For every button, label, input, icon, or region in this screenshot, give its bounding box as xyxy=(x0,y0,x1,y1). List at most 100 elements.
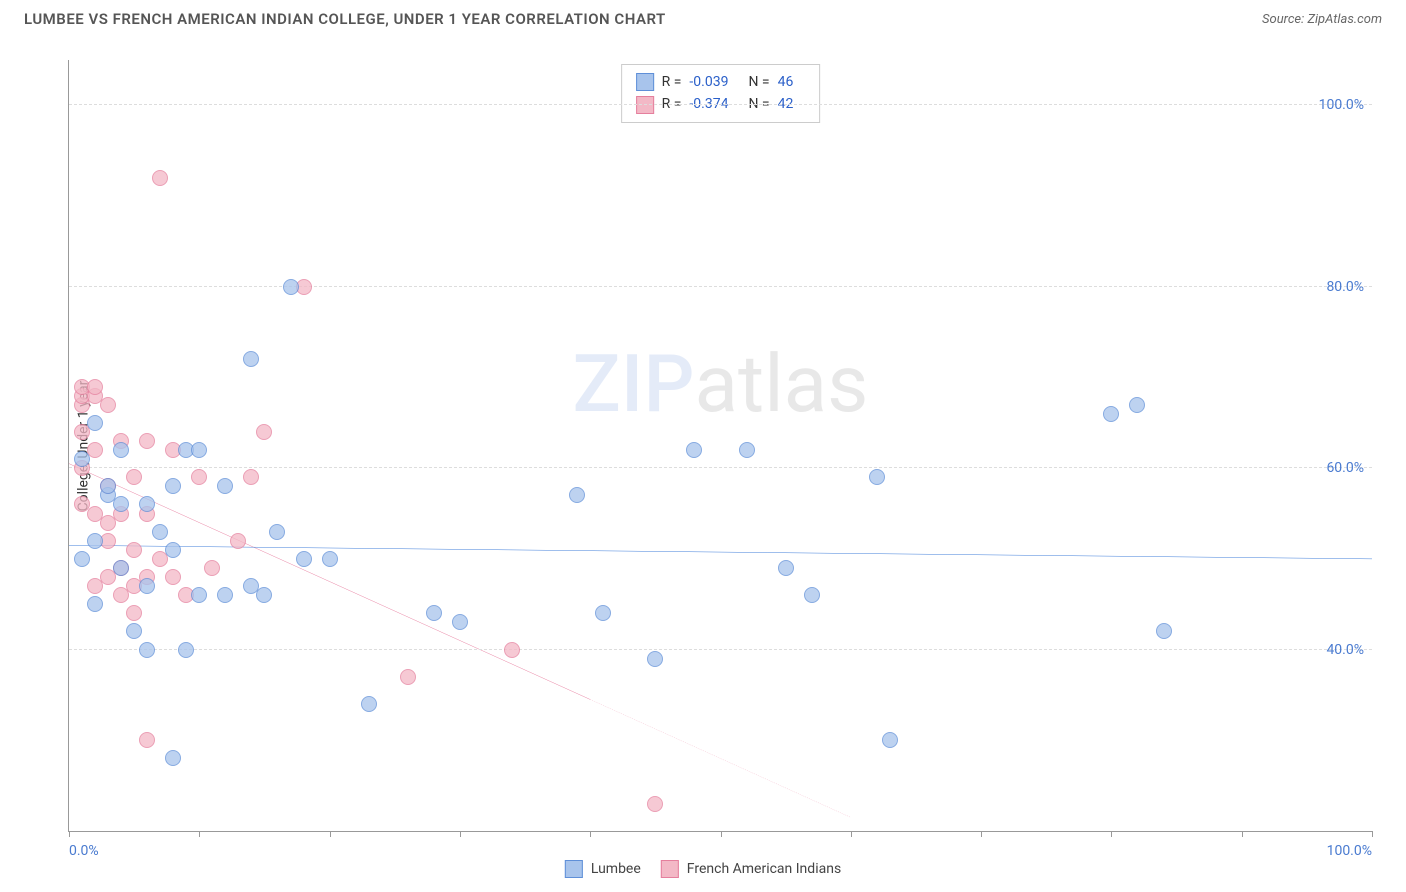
legend-item-0: Lumbee xyxy=(565,860,641,878)
scatter-point xyxy=(100,397,116,413)
scatter-point xyxy=(1156,623,1172,639)
scatter-point xyxy=(869,469,885,485)
scatter-point xyxy=(686,442,702,458)
scatter-point xyxy=(126,623,142,639)
scatter-point xyxy=(178,642,194,658)
trend-line xyxy=(590,699,851,817)
scatter-point xyxy=(165,478,181,494)
scatter-point xyxy=(452,614,468,630)
x-tick xyxy=(460,831,461,837)
scatter-point xyxy=(204,560,220,576)
stats-r-label-0: R = xyxy=(662,71,682,93)
scatter-point xyxy=(269,524,285,540)
bottom-legend: Lumbee French American Indians xyxy=(565,860,841,878)
stats-legend: R = -0.039 N = 46 R = -0.374 N = 42 xyxy=(621,64,821,123)
x-tick xyxy=(851,831,852,837)
scatter-point xyxy=(283,279,299,295)
x-axis-min-label: 0.0% xyxy=(69,843,99,859)
scatter-point xyxy=(569,487,585,503)
scatter-point xyxy=(1103,406,1119,422)
scatter-point xyxy=(126,605,142,621)
y-tick-label: 80.0% xyxy=(1326,279,1364,295)
y-tick-label: 60.0% xyxy=(1326,460,1364,476)
scatter-point xyxy=(191,469,207,485)
trend-line xyxy=(69,545,1372,559)
chart-title: LUMBEE VS FRENCH AMERICAN INDIAN COLLEGE… xyxy=(24,10,666,28)
y-tick-label: 100.0% xyxy=(1319,97,1364,113)
x-axis-max-label: 100.0% xyxy=(1327,843,1372,859)
scatter-point xyxy=(256,587,272,603)
trend-lines xyxy=(69,60,1372,831)
scatter-point xyxy=(113,560,129,576)
scatter-point xyxy=(739,442,755,458)
x-tick xyxy=(1111,831,1112,837)
gridline xyxy=(69,649,1372,650)
watermark: ZIPatlas xyxy=(573,337,869,431)
scatter-point xyxy=(243,469,259,485)
legend-label-0: Lumbee xyxy=(591,861,641,877)
scatter-point xyxy=(87,379,103,395)
scatter-point xyxy=(243,351,259,367)
stats-n-value-0: 46 xyxy=(778,71,794,93)
x-tick xyxy=(721,831,722,837)
legend-swatch-0 xyxy=(565,860,583,878)
scatter-point xyxy=(165,569,181,585)
scatter-point xyxy=(165,542,181,558)
scatter-point xyxy=(504,642,520,658)
x-tick xyxy=(590,831,591,837)
scatter-point xyxy=(647,796,663,812)
x-tick xyxy=(330,831,331,837)
x-tick xyxy=(981,831,982,837)
scatter-point xyxy=(74,451,90,467)
scatter-point xyxy=(87,415,103,431)
chart-header: LUMBEE VS FRENCH AMERICAN INDIAN COLLEGE… xyxy=(0,0,1406,28)
scatter-point xyxy=(595,605,611,621)
scatter-point xyxy=(113,442,129,458)
scatter-point xyxy=(100,478,116,494)
x-tick xyxy=(1242,831,1243,837)
scatter-point xyxy=(139,496,155,512)
scatter-point xyxy=(322,551,338,567)
x-tick xyxy=(199,831,200,837)
plot-region: ZIPatlas R = -0.039 N = 46 R = -0.374 N … xyxy=(68,60,1372,832)
scatter-point xyxy=(74,551,90,567)
source-prefix: Source: xyxy=(1262,12,1307,27)
stats-n-label-0: N = xyxy=(748,71,769,93)
legend-item-1: French American Indians xyxy=(661,860,841,878)
scatter-point xyxy=(217,587,233,603)
gridline xyxy=(69,104,1372,105)
scatter-point xyxy=(126,469,142,485)
scatter-point xyxy=(361,696,377,712)
scatter-point xyxy=(778,560,794,576)
stats-row-0: R = -0.039 N = 46 xyxy=(636,71,806,93)
scatter-point xyxy=(647,651,663,667)
scatter-point xyxy=(139,578,155,594)
legend-swatch-1 xyxy=(661,860,679,878)
scatter-point xyxy=(139,433,155,449)
watermark-zip: ZIP xyxy=(573,337,695,431)
scatter-point xyxy=(1129,397,1145,413)
scatter-point xyxy=(152,524,168,540)
gridline xyxy=(69,467,1372,468)
scatter-point xyxy=(882,732,898,748)
scatter-point xyxy=(191,587,207,603)
source-credit: Source: ZipAtlas.com xyxy=(1262,12,1382,27)
stats-r-value-0: -0.039 xyxy=(689,71,728,93)
scatter-point xyxy=(139,642,155,658)
scatter-point xyxy=(87,596,103,612)
scatter-point xyxy=(230,533,246,549)
chart-area: College, Under 1 year ZIPatlas R = -0.03… xyxy=(24,50,1382,842)
scatter-point xyxy=(113,496,129,512)
legend-label-1: French American Indians xyxy=(687,861,841,877)
scatter-point xyxy=(126,542,142,558)
scatter-point xyxy=(296,551,312,567)
x-tick xyxy=(1372,831,1373,837)
watermark-atlas: atlas xyxy=(695,337,869,431)
stats-swatch-0 xyxy=(636,73,654,91)
gridline xyxy=(69,286,1372,287)
scatter-point xyxy=(139,732,155,748)
scatter-point xyxy=(87,533,103,549)
x-tick xyxy=(69,831,70,837)
source-name: ZipAtlas.com xyxy=(1307,12,1382,27)
y-tick-label: 40.0% xyxy=(1326,642,1364,658)
